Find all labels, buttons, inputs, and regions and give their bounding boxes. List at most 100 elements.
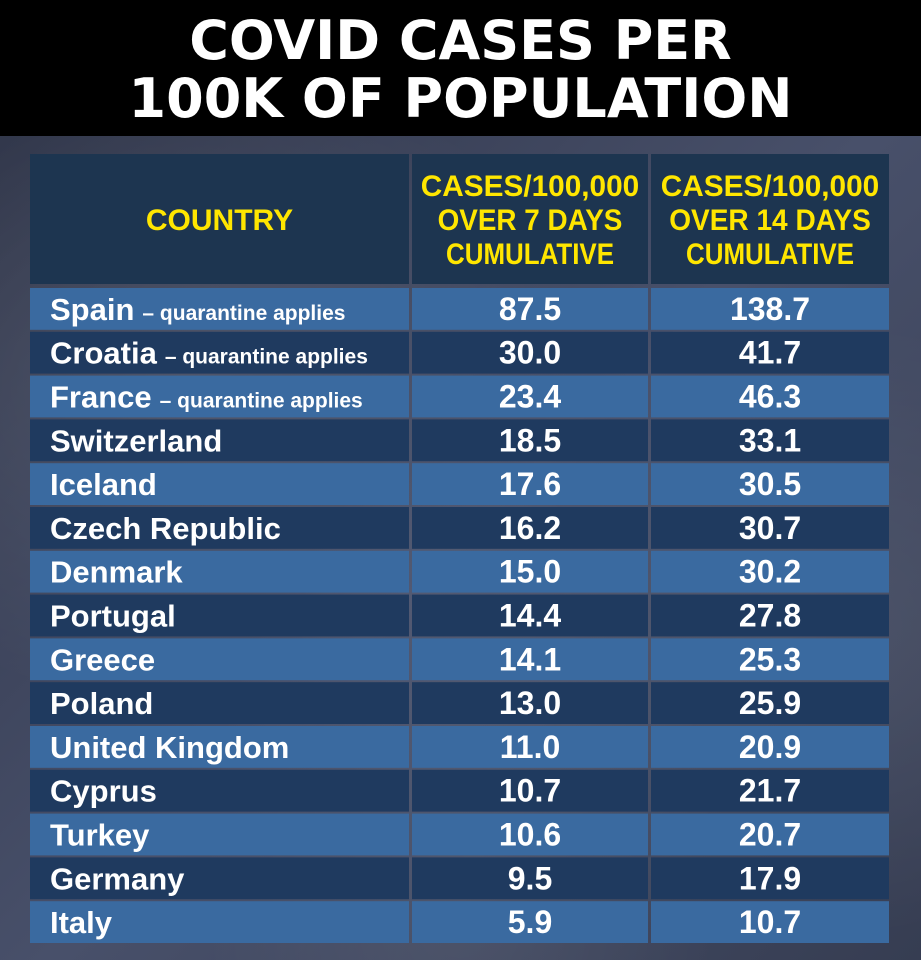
table-cell <box>412 550 648 593</box>
title-line-2: 100K OF POPULATION <box>128 67 793 130</box>
country-label: Czech Republic <box>50 511 281 546</box>
country-name: Cyprus <box>50 774 157 809</box>
table-cell <box>651 638 889 681</box>
table-cell <box>412 507 648 549</box>
header-label: CUMULATIVE <box>446 238 614 271</box>
header-label: CUMULATIVE <box>686 238 854 271</box>
table-cell <box>651 726 889 768</box>
table-cell <box>30 419 409 462</box>
value-7-days: 13.0 <box>499 685 561 721</box>
table-cell <box>412 594 648 637</box>
country-name: Portugal <box>50 599 176 634</box>
country-label: France – quarantine applies <box>50 380 363 415</box>
table-cell <box>30 331 409 374</box>
value-7-days: 14.1 <box>499 641 561 677</box>
table-cell <box>30 682 409 724</box>
country-label: Greece <box>50 642 155 677</box>
table-cell <box>412 331 648 374</box>
country-name: Iceland <box>50 467 157 502</box>
table-cell <box>412 813 648 856</box>
table-cell <box>412 463 648 505</box>
value-14-days: 30.5 <box>739 466 801 502</box>
value-7-days: 23.4 <box>499 379 561 415</box>
table-cell <box>30 726 409 768</box>
table-cell <box>651 813 889 856</box>
table-cell <box>30 288 409 330</box>
country-label: Turkey <box>50 818 150 853</box>
table-cell <box>30 901 409 943</box>
country-name: Greece <box>50 642 155 677</box>
table-cell <box>412 857 648 900</box>
value-14-days: 46.3 <box>739 379 801 415</box>
table-cell <box>30 638 409 681</box>
table-cell <box>30 375 409 418</box>
country-label: Germany <box>50 861 185 896</box>
table-cell <box>412 375 648 418</box>
country-name: France <box>50 380 152 415</box>
table-cell <box>30 769 409 812</box>
country-name: Croatia <box>50 336 158 371</box>
header-label: OVER 7 DAYS <box>438 204 623 237</box>
header-label: OVER 14 DAYS <box>669 204 871 237</box>
table-cell <box>412 901 648 943</box>
table-cell <box>651 682 889 724</box>
country-label: Spain – quarantine applies <box>50 292 345 327</box>
table-cell <box>412 726 648 768</box>
country-label: Switzerland <box>50 423 222 458</box>
table-cell <box>30 463 409 505</box>
table-cell <box>30 813 409 856</box>
country-name: Switzerland <box>50 423 222 458</box>
value-14-days: 27.8 <box>739 598 801 634</box>
value-7-days: 15.0 <box>499 554 561 590</box>
table-cell <box>412 419 648 462</box>
value-7-days: 5.9 <box>508 904 552 940</box>
value-14-days: 25.9 <box>739 685 801 721</box>
title-bar: COVID CASES PER 100K OF POPULATION <box>0 0 921 136</box>
table-cell <box>651 857 889 900</box>
table-cell <box>651 594 889 637</box>
country-name: United Kingdom <box>50 730 289 765</box>
table-cell <box>30 594 409 637</box>
country-label: Poland <box>50 686 153 721</box>
value-14-days: 17.9 <box>739 860 801 896</box>
table-cell <box>412 288 648 330</box>
header-label: CASES/100,000 <box>421 170 639 203</box>
table-cell <box>412 682 648 724</box>
table-cell <box>30 550 409 593</box>
table-cell <box>651 463 889 505</box>
country-label: United Kingdom <box>50 730 289 765</box>
table-cell <box>651 331 889 374</box>
country-name: Germany <box>50 861 185 896</box>
header-label: COUNTRY <box>146 204 293 237</box>
table-cell <box>30 507 409 549</box>
header-cell <box>651 154 889 284</box>
header-cell <box>412 154 648 284</box>
table-cell <box>412 638 648 681</box>
country-label: Italy <box>50 905 113 940</box>
table-cell <box>651 375 889 418</box>
value-7-days: 16.2 <box>499 510 561 546</box>
table-cell <box>651 288 889 330</box>
table-cell <box>651 901 889 943</box>
value-7-days: 17.6 <box>499 466 561 502</box>
value-7-days: 11.0 <box>500 729 561 765</box>
value-7-days: 87.5 <box>499 291 561 327</box>
table-cell <box>412 769 648 812</box>
table-cell <box>651 419 889 462</box>
value-7-days: 14.4 <box>499 598 561 634</box>
value-7-days: 10.7 <box>499 773 561 809</box>
country-name: Poland <box>50 686 153 721</box>
title-line-1: COVID CASES PER <box>189 9 732 72</box>
table-cell <box>30 857 409 900</box>
header-cell <box>30 154 409 284</box>
value-7-days: 10.6 <box>499 817 561 853</box>
country-name: Spain <box>50 292 134 327</box>
table-cell <box>651 507 889 549</box>
country-note: – quarantine applies <box>165 346 368 369</box>
value-14-days: 138.7 <box>730 291 810 327</box>
value-7-days: 30.0 <box>499 335 561 371</box>
value-14-days: 25.3 <box>739 641 801 677</box>
country-name: Denmark <box>50 555 183 590</box>
value-7-days: 9.5 <box>508 860 552 896</box>
